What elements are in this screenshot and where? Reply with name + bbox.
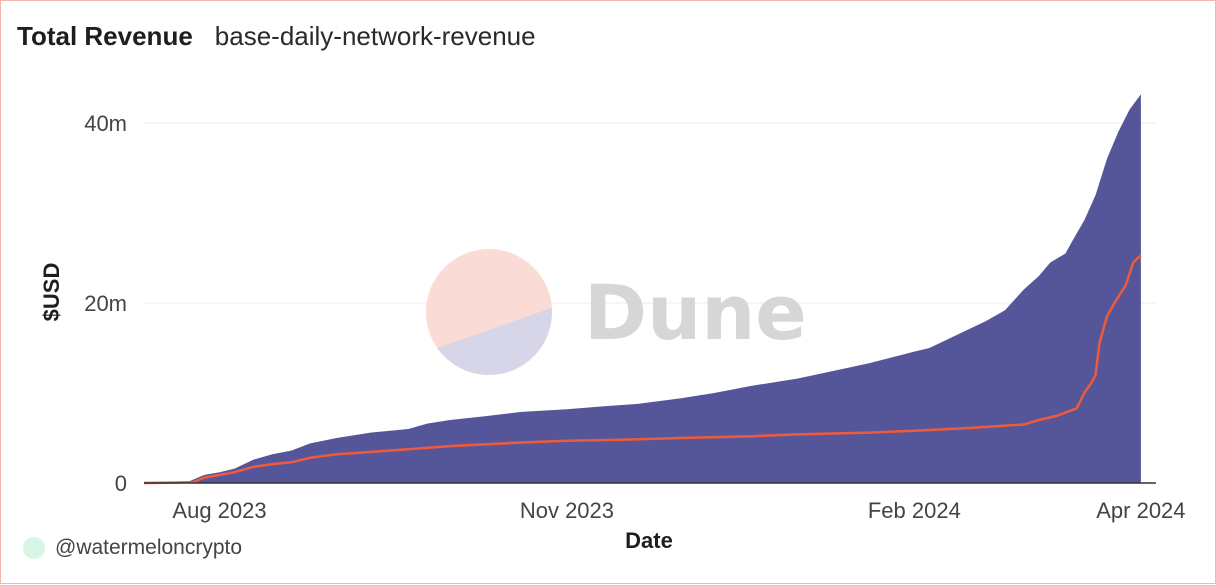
dune-watermark: Dune (426, 249, 807, 375)
grid-lines (144, 122, 1156, 304)
y-axis-ticks: 0 20m 40m (84, 111, 127, 496)
author-handle: @watermeloncrypto (55, 536, 243, 559)
area-series (144, 94, 1141, 483)
x-tick-label: Apr 2024 (1096, 498, 1185, 523)
watermark-logo-lower-icon (426, 301, 552, 375)
x-axis-ticks: Aug 2023 Nov 2023 Feb 2024 Apr 2024 (172, 498, 1185, 523)
chart-header: Total Revenue base-daily-network-revenue (17, 21, 536, 52)
y-tick-label: 20m (84, 291, 127, 316)
total-revenue-area (144, 94, 1141, 483)
x-axis-title: Date (625, 528, 673, 553)
author-footer: @watermeloncrypto (23, 536, 242, 560)
chart-title: Total Revenue (17, 21, 193, 51)
x-tick-label: Feb 2024 (868, 498, 961, 523)
avatar (23, 537, 45, 559)
x-tick-label: Nov 2023 (520, 498, 614, 523)
x-tick-label: Aug 2023 (172, 498, 266, 523)
line-series (143, 254, 1142, 485)
watermark-text: Dune (584, 268, 807, 357)
y-tick-label: 0 (115, 471, 127, 496)
chart-subtitle: base-daily-network-revenue (214, 21, 536, 51)
y-axis-title: $USD (39, 263, 64, 322)
revenue-line (143, 254, 1142, 485)
y-tick-label: 40m (84, 111, 127, 136)
